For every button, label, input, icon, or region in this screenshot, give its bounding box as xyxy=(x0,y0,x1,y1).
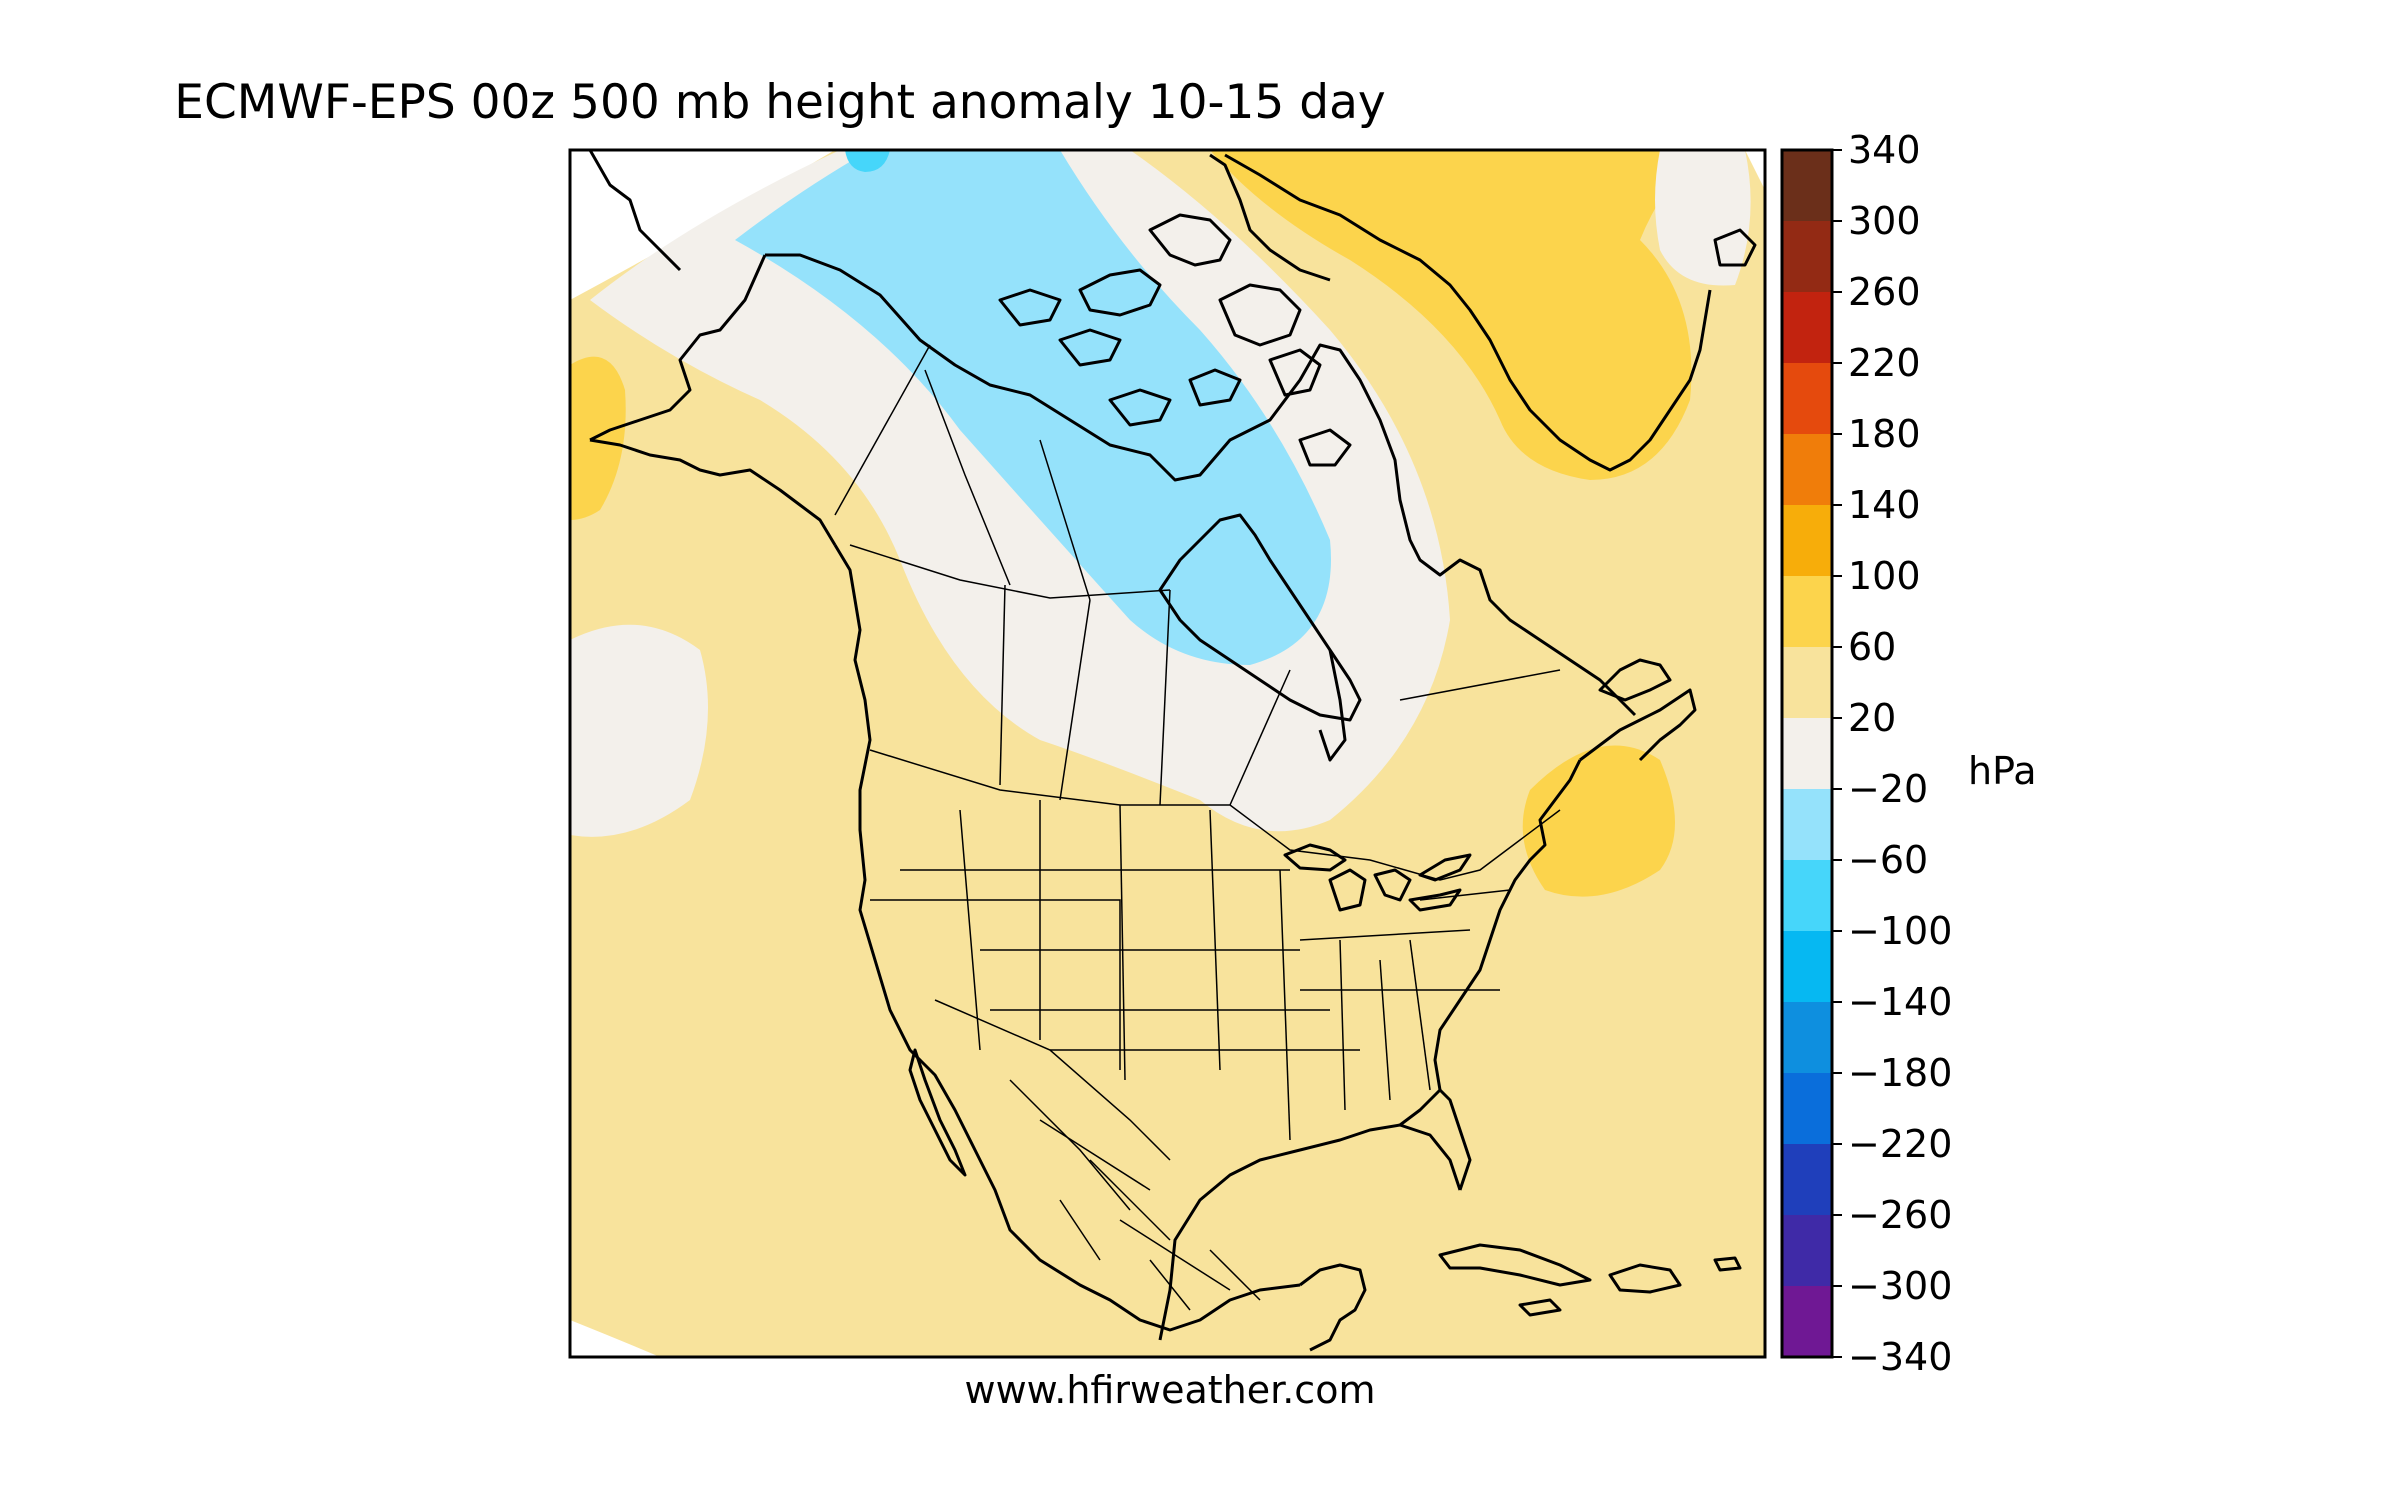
colorbar-tick-label: 180 xyxy=(1848,412,1921,456)
no-data-corner-bottom-left xyxy=(570,1320,660,1357)
colorbar-tick-label: −260 xyxy=(1848,1193,1952,1237)
colorbar-tick-label: −60 xyxy=(1848,838,1928,882)
colorbar-tick-label: 340 xyxy=(1848,128,1921,172)
colorbar-frame xyxy=(1780,148,1834,1359)
colorbar-swatch xyxy=(1782,505,1832,577)
colorbar-tick-label: 220 xyxy=(1848,341,1921,385)
colorbar-tick-label: 140 xyxy=(1848,483,1921,527)
colorbar-swatch xyxy=(1782,1073,1832,1145)
greenland-neutral-sliver xyxy=(1655,150,1751,286)
colorbar-swatch xyxy=(1782,647,1832,719)
colorbar-swatch xyxy=(1782,931,1832,1003)
colorbar-tick-label: 20 xyxy=(1848,696,1896,740)
colorbar-tick-label: −300 xyxy=(1848,1264,1952,1308)
colorbar-swatch xyxy=(1782,789,1832,861)
greenland-positive-anomaly xyxy=(1210,150,1700,480)
colorbar-swatch xyxy=(1782,1002,1832,1074)
colorbar-swatch xyxy=(1782,434,1832,506)
neutral-anomaly-pacific xyxy=(570,624,708,837)
no-data-corner-top-right xyxy=(1745,150,1765,190)
political-borders xyxy=(834,344,1561,1311)
colorbar-swatch xyxy=(1782,860,1832,932)
colorbar-swatch xyxy=(1782,221,1832,293)
colorbar-swatch xyxy=(1782,1286,1832,1358)
colorbar-swatch xyxy=(1782,292,1832,364)
colorbar-swatch xyxy=(1782,1144,1832,1216)
coastlines xyxy=(588,150,1757,1352)
colorbar-tick-label: −340 xyxy=(1848,1335,1952,1379)
colorbar-unit-label: hPa xyxy=(1968,749,2037,793)
colorbar-tick-label: 260 xyxy=(1848,270,1921,314)
colorbar-tick-label: −100 xyxy=(1848,909,1952,953)
colorbar-tick-label: −220 xyxy=(1848,1122,1952,1166)
map-title: ECMWF-EPS 00z 500 mb height anomaly 10-1… xyxy=(174,75,1386,130)
colorbar-tick-label: 100 xyxy=(1848,554,1921,598)
website-credit: www.hfirweather.com xyxy=(964,1368,1376,1412)
colorbar-swatch xyxy=(1782,363,1832,435)
colorbar-swatch xyxy=(1782,1215,1832,1287)
colorbar-tick-label: 300 xyxy=(1848,199,1921,243)
colorbar-ticks: 340 300 260 220 180 140 100 60 20 −20 −60 −100 −140 −… xyxy=(1832,128,1952,1379)
colorbar-swatch xyxy=(1782,718,1832,790)
colorbar-swatch xyxy=(1782,150,1832,222)
pacific-positive-anomaly xyxy=(570,356,626,520)
atlantic-positive-anomaly xyxy=(1522,745,1675,897)
colorbar-tick-label: 60 xyxy=(1848,625,1896,669)
colorbar-tick-label: −20 xyxy=(1848,767,1928,811)
colorbar-swatch xyxy=(1782,576,1832,648)
colorbar-tick-label: −180 xyxy=(1848,1051,1952,1095)
colorbar-tick-label: −140 xyxy=(1848,980,1952,1024)
colorbar-swatches xyxy=(1782,150,1832,1358)
negative-anomaly-band xyxy=(735,150,1331,665)
map-frame xyxy=(568,148,1767,1359)
strong-negative-spot xyxy=(845,150,890,172)
